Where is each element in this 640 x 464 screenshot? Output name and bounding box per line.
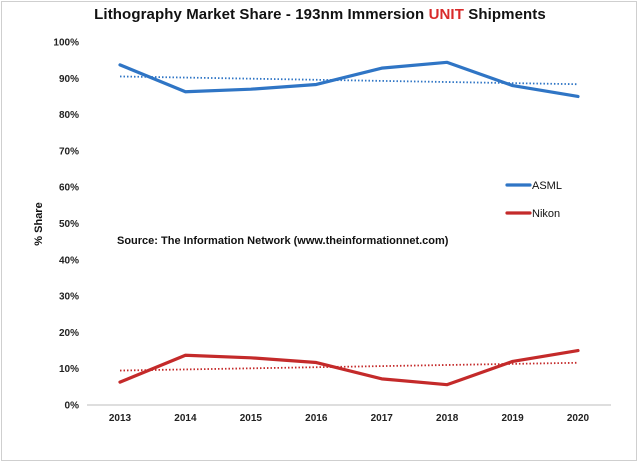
legend: ASML Nikon: [505, 180, 562, 220]
series-line-nikon: [118, 348, 580, 387]
legend-label-asml: ASML: [532, 180, 562, 192]
x-tick-label: 2017: [371, 413, 394, 424]
y-axis-ticks: 0% 10% 20% 30% 40% 50% 60% 70% 80% 90% 100%: [53, 38, 79, 412]
chart-title-part-1: Lithography Market Share - 193nm Immersi…: [94, 6, 429, 23]
legend-label-nikon: Nikon: [532, 208, 560, 220]
y-tick-label: 90%: [59, 74, 79, 85]
chart-title-part-2: Shipments: [463, 6, 546, 23]
chart-title: Lithography Market Share - 193nm Immersi…: [0, 6, 640, 23]
series-line-asml: [118, 60, 580, 99]
x-tick-label: 2020: [567, 413, 590, 424]
y-tick-label: 40%: [59, 255, 79, 266]
x-tick-label: 2014: [174, 413, 197, 424]
trendlines: [119, 75, 579, 372]
y-tick-label: 10%: [59, 364, 79, 375]
y-axis-label: % Share: [33, 202, 45, 245]
x-tick-label: 2013: [109, 413, 132, 424]
y-tick-label: 20%: [59, 328, 79, 339]
y-tick-label: 30%: [59, 292, 79, 303]
source-annotation: Source: The Information Network (www.the…: [117, 235, 449, 247]
x-tick-label: 2018: [436, 413, 459, 424]
y-tick-label: 70%: [59, 146, 79, 157]
x-tick-label: 2019: [501, 413, 524, 424]
y-tick-label: 100%: [53, 38, 79, 49]
x-tick-label: 2015: [240, 413, 263, 424]
chart-title-highlight: UNIT: [428, 6, 464, 23]
series-lines: [118, 60, 580, 387]
y-tick-label: 0%: [65, 401, 80, 412]
x-tick-label: 2016: [305, 413, 328, 424]
y-tick-label: 50%: [59, 219, 79, 230]
y-tick-label: 60%: [59, 183, 79, 194]
x-axis-ticks: 2013 2014 2015 2016 2017 2018 2019 2020: [109, 413, 590, 424]
y-tick-label: 80%: [59, 110, 79, 121]
